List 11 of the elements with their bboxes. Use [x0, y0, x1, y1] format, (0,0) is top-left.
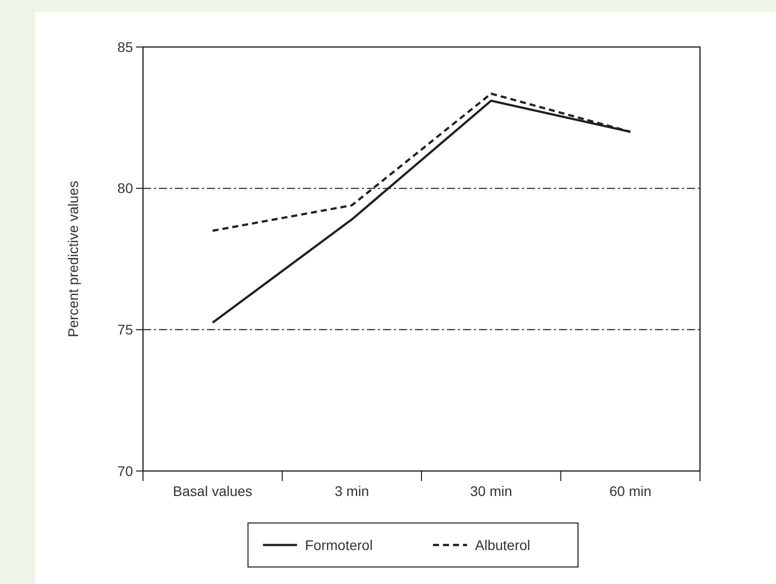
y-tick-label: 70 — [117, 462, 134, 479]
y-tick-label: 80 — [117, 180, 134, 196]
x-tick-label: 60 min — [609, 483, 652, 499]
y-tick-label: 75 — [117, 322, 134, 338]
legend-label: Albuterol — [475, 536, 530, 553]
y-axis-title: Percent predictive values — [65, 180, 81, 338]
x-tick-label: 30 min — [470, 483, 512, 499]
x-tick-label: 3 min — [334, 483, 369, 499]
legend-label: Formoterol — [305, 536, 373, 553]
y-tick-label: 85 — [117, 38, 134, 55]
x-tick-label: Basal values — [172, 483, 252, 499]
